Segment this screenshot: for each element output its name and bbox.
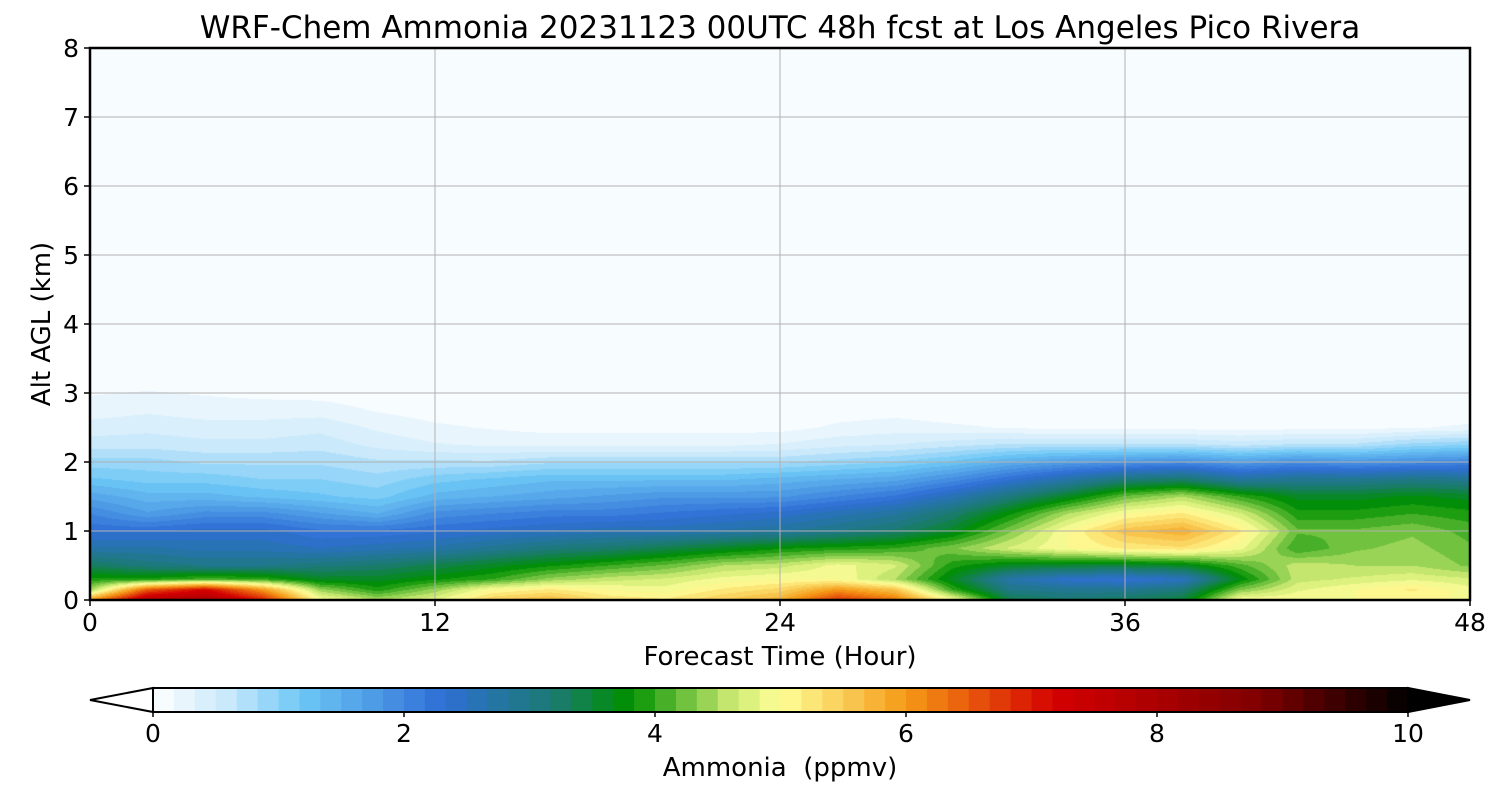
y-tick-label: 5 — [63, 241, 79, 270]
colorbar-tick-label: 0 — [145, 719, 161, 748]
colorbar-bin — [1303, 688, 1325, 712]
colorbar-bin — [424, 688, 447, 712]
colorbar-bin — [968, 688, 991, 712]
colorbar-bin — [926, 688, 949, 712]
colorbar: 0 2 4 6 8 10 — [89, 686, 1471, 748]
y-tick-label: 0 — [63, 586, 79, 615]
colorbar-bin — [215, 688, 238, 712]
colorbar-bin — [1366, 688, 1388, 712]
y-axis-label: Alt AGL (km) — [27, 242, 57, 406]
chart-title: WRF-Chem Ammonia 20231123 00UTC 48h fcst… — [200, 10, 1361, 46]
colorbar-bin — [1240, 688, 1263, 712]
colorbar-tick-label: 2 — [396, 719, 412, 748]
colorbar-bin — [1031, 688, 1054, 712]
colorbar-bin — [675, 688, 698, 712]
colorbar-bin — [717, 688, 740, 712]
colorbar-bin — [1198, 688, 1221, 712]
y-tick-label: 8 — [63, 34, 79, 63]
colorbar-bin — [1073, 688, 1095, 712]
x-tick-label: 12 — [419, 608, 451, 637]
x-tick-label: 48 — [1454, 608, 1486, 637]
y-tick-label: 7 — [63, 103, 79, 132]
colorbar-bin — [320, 688, 342, 712]
colorbar-bin — [445, 688, 468, 712]
colorbar-bin — [362, 688, 384, 712]
colorbar-bin — [571, 688, 593, 712]
colorbar-bin — [801, 688, 823, 712]
colorbar-bin — [613, 688, 635, 712]
x-axis-ticks: 0 12 24 36 48 — [82, 600, 1486, 637]
colorbar-bin — [1157, 688, 1179, 712]
colorbar-bin — [1261, 688, 1284, 712]
colorbar-bin — [780, 688, 803, 712]
colorbar-tick-label: 4 — [647, 719, 663, 748]
colorbar-bin — [1324, 688, 1346, 712]
colorbar-bin — [529, 688, 552, 712]
y-tick-label: 6 — [63, 172, 79, 201]
colorbar-bin — [1010, 688, 1033, 712]
colorbar-label: Ammonia (ppmv) — [663, 753, 898, 783]
colorbar-extend-max — [1407, 686, 1471, 714]
colorbar-bin — [341, 688, 363, 712]
colorbar-bin — [194, 688, 217, 712]
y-axis-ticks: 0 1 2 3 4 5 6 7 8 — [63, 34, 90, 615]
colorbar-bin — [822, 688, 844, 712]
colorbar-bin — [383, 688, 405, 712]
y-tick-label: 4 — [63, 310, 79, 339]
colorbar-bin — [906, 688, 928, 712]
colorbar-tick-label: 6 — [898, 719, 914, 748]
colorbar-bin — [550, 688, 572, 712]
colorbar-frame — [152, 687, 1409, 713]
colorbar-bin — [487, 688, 510, 712]
colorbar-bin — [1094, 688, 1116, 712]
colorbar-bin — [508, 688, 531, 712]
colorbar-bin — [759, 688, 782, 712]
colorbar-bin — [299, 688, 321, 712]
colorbar-bin — [1219, 688, 1242, 712]
colorbar-bin — [1052, 688, 1074, 712]
colorbar-bin — [864, 688, 886, 712]
colorbar-bin — [278, 688, 301, 712]
colorbar-bin — [634, 688, 656, 712]
colorbar-bin — [655, 688, 677, 712]
colorbar-bin — [592, 688, 614, 712]
colorbar-bin — [153, 688, 175, 712]
colorbar-bin — [257, 688, 280, 712]
y-tick-label: 3 — [63, 379, 79, 408]
colorbar-bin — [466, 688, 489, 712]
colorbar-bin — [173, 688, 196, 712]
colorbar-bin — [1345, 688, 1367, 712]
colorbar-bin — [843, 688, 865, 712]
x-axis-label: Forecast Time (Hour) — [643, 642, 916, 672]
x-tick-label: 36 — [1109, 608, 1141, 637]
colorbar-bin — [738, 688, 761, 712]
colorbar-bin — [1136, 688, 1158, 712]
grid-lines — [90, 48, 1470, 600]
colorbar-bin — [885, 688, 907, 712]
colorbar-bin — [236, 688, 259, 712]
colorbar-extend-min — [89, 686, 154, 714]
colorbar-tick-label: 8 — [1149, 719, 1165, 748]
colorbar-bin — [947, 688, 970, 712]
colorbar-bin — [1115, 688, 1137, 712]
colorbar-bin — [1387, 688, 1409, 712]
colorbar-bin — [404, 688, 426, 712]
colorbar-tick-label: 10 — [1392, 719, 1424, 748]
x-tick-label: 24 — [764, 608, 796, 637]
colorbar-bin — [1177, 688, 1200, 712]
colorbar-bin — [696, 688, 719, 712]
x-tick-label: 0 — [82, 608, 98, 637]
colorbar-bin — [989, 688, 1012, 712]
y-tick-label: 1 — [63, 517, 79, 546]
y-tick-label: 2 — [63, 448, 79, 477]
colorbar-bin — [1282, 688, 1305, 712]
